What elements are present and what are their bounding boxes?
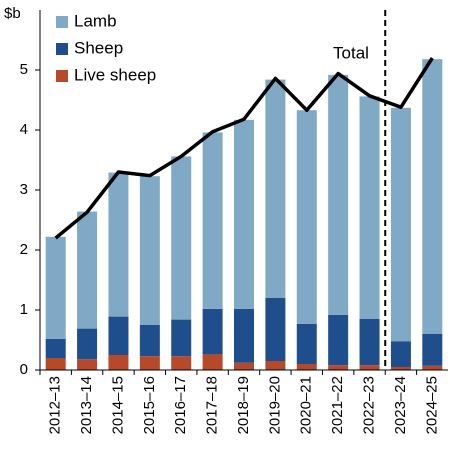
bar-segment xyxy=(171,156,192,320)
bar-segment xyxy=(422,59,443,334)
bar-segment xyxy=(139,356,160,370)
bar-segment xyxy=(108,172,129,317)
x-tick-label: 2024–25 xyxy=(423,376,440,434)
bar-segment xyxy=(296,364,317,370)
bar-segment xyxy=(108,355,129,370)
bar-segment xyxy=(202,132,223,309)
line-label: Total xyxy=(333,43,369,62)
bar-segment xyxy=(139,325,160,357)
x-tick-label: 2017–18 xyxy=(204,376,221,434)
x-tick-label: 2013–14 xyxy=(78,376,95,434)
bar-segment xyxy=(202,354,223,370)
legend-swatch xyxy=(56,43,68,55)
bar-segment xyxy=(77,328,98,360)
legend-swatch xyxy=(56,16,68,28)
legend-label: Sheep xyxy=(74,38,123,57)
x-tick-label: 2015–16 xyxy=(141,376,158,434)
x-tick-label: 2014–15 xyxy=(109,376,126,434)
y-tick-label: 0 xyxy=(20,361,28,378)
bar-segment xyxy=(328,365,349,370)
bar-segment xyxy=(265,361,286,370)
bar-segment xyxy=(265,79,286,298)
bar-segment xyxy=(359,365,380,370)
legend-swatch xyxy=(56,70,68,82)
y-tick-label: 5 xyxy=(20,61,28,78)
bar-segment xyxy=(296,323,317,364)
y-axis-label: $b xyxy=(4,5,21,22)
bar-segment xyxy=(390,341,411,367)
bar-segment xyxy=(296,110,317,324)
bar-segment xyxy=(108,316,129,355)
bar-segment xyxy=(45,338,66,358)
bar-segment xyxy=(171,319,192,357)
bar-segment xyxy=(234,362,254,370)
bar-segment xyxy=(77,211,98,329)
bar-segment xyxy=(45,358,66,370)
bar-segment xyxy=(390,367,411,370)
bar-segment xyxy=(234,308,254,363)
bar-segment xyxy=(328,314,349,366)
x-tick-label: 2019–20 xyxy=(266,376,283,434)
y-tick-label: 4 xyxy=(20,121,28,138)
bar-segment xyxy=(328,74,349,315)
bar-segment xyxy=(359,319,380,366)
bar-segment xyxy=(45,236,66,339)
x-tick-label: 2018–19 xyxy=(235,376,252,434)
x-tick-label: 2022–23 xyxy=(361,376,378,434)
y-tick-label: 2 xyxy=(20,241,28,258)
bar-segment xyxy=(359,96,380,320)
bar-segment xyxy=(422,334,443,366)
x-tick-label: 2016–17 xyxy=(172,376,189,434)
total-line xyxy=(54,57,434,240)
x-tick-label: 2020–21 xyxy=(298,376,315,434)
x-tick-label: 2021–22 xyxy=(329,376,346,434)
bar-segment xyxy=(234,119,254,309)
legend-label: Live sheep xyxy=(74,65,156,84)
y-tick-label: 1 xyxy=(20,301,28,318)
bar-segment xyxy=(139,176,160,325)
bar-segment xyxy=(77,359,98,370)
bar-segment xyxy=(202,308,223,355)
bar-segment xyxy=(171,356,192,370)
bar-segment xyxy=(390,107,411,342)
x-tick-label: 2012–13 xyxy=(47,376,64,434)
x-tick-label: 2023–24 xyxy=(392,376,409,434)
y-tick-label: 3 xyxy=(20,181,28,198)
bar-segment xyxy=(422,365,443,370)
legend-label: Lamb xyxy=(74,11,117,30)
bar-segment xyxy=(265,298,286,361)
